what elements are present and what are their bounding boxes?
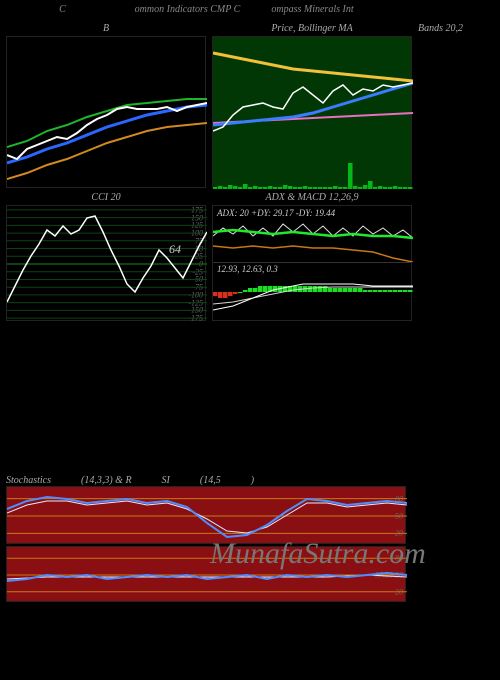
cci-panel: 1751501251007550250-25-50-75-100-125-150… <box>6 205 206 321</box>
row3-title-a: Stochastics <box>6 475 51 486</box>
row1-title-right: Bands 20,2 <box>418 23 494 34</box>
row1-title-mid: Price, Bollinger MA <box>212 23 412 34</box>
row3-title-e: ) <box>251 475 254 486</box>
hdr-mid: ommon Indicators CMP C <box>125 4 250 15</box>
hdr-right-a: ompass Minerals Int <box>250 4 375 15</box>
divider <box>213 262 411 263</box>
row3-title-c: SI <box>162 475 170 486</box>
row1-titles: B Price, Bollinger MA Bands 20,2 <box>0 23 500 34</box>
hdr-right-b <box>375 4 500 15</box>
row3-titles: Stochastics (14,3,3) & R SI (14,5 ) <box>0 475 500 486</box>
stoch-panel: 805020 <box>6 486 406 544</box>
row2-title-left: CCI 20 <box>6 192 206 203</box>
adx-label: ADX: 20 +DY: 29.17 -DY: 19.44 <box>217 208 335 218</box>
row1-title-left: B <box>6 23 206 34</box>
row1 <box>0 36 500 188</box>
adx-macd-panel: ADX: 20 +DY: 29.17 -DY: 19.44 12.93, 12.6… <box>212 205 412 321</box>
cci-callout: 64 <box>169 242 181 257</box>
bollinger-right-panel <box>212 36 412 188</box>
row3-title-d: (14,5 <box>200 475 221 486</box>
page-header: C ommon Indicators CMP C ompass Minerals… <box>0 0 500 19</box>
spacer <box>0 325 500 475</box>
row3-title-b: (14,3,3) & R <box>81 475 132 486</box>
row2: 1751501251007550250-25-50-75-100-125-150… <box>0 205 500 321</box>
row2-titles: CCI 20 ADX & MACD 12,26,9 <box>0 192 500 203</box>
bollinger-left-panel <box>6 36 206 188</box>
row2-title-right: ADX & MACD 12,26,9 <box>212 192 412 203</box>
watermark: MunafaSutra.com <box>210 537 426 571</box>
macd-label: 12.93, 12.63, 0.3 <box>217 264 278 274</box>
hdr-left: C <box>0 4 125 15</box>
